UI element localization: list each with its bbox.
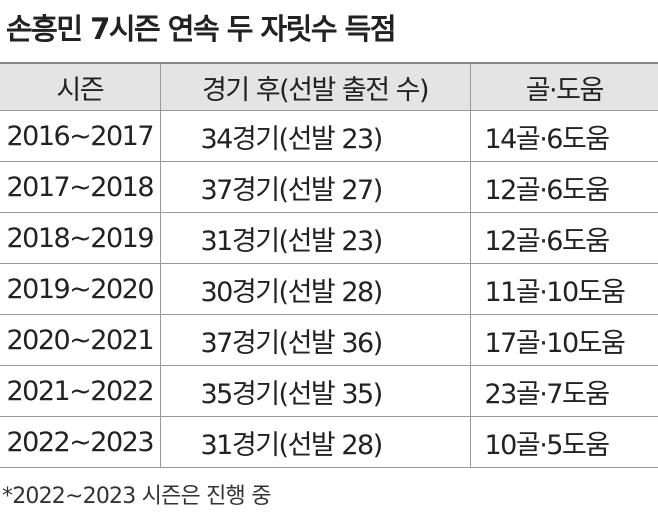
table-cell: 10골·5도움 [469, 416, 658, 468]
table-cell: 14골·6도움 [469, 110, 658, 162]
table-cell: 31경기(선발 28) [159, 416, 470, 468]
table-cell: 12골·6도움 [469, 212, 658, 264]
table-cell: 30경기(선발 28) [159, 263, 470, 315]
table-cell: 35경기(선발 35) [159, 365, 470, 417]
table-cell: 12골·6도움 [469, 161, 658, 213]
table-cell: 2017~2018 [0, 161, 160, 213]
header-cell: 경기 후(선발 출전 수) [159, 62, 470, 111]
table-cell: 37경기(선발 36) [159, 314, 470, 366]
table-cell: 2019~2020 [0, 263, 160, 315]
table-row: 2016~2017 34경기(선발 23) 14골·6도움 [0, 110, 658, 162]
footnote: *2022~2023 시즌은 진행 중 [2, 484, 271, 509]
table-row: 2019~2020 30경기(선발 28) 11골·10도움 [0, 263, 658, 315]
table-cell: 23골·7도움 [469, 365, 658, 417]
table-cell: 2018~2019 [0, 212, 160, 264]
header-cell: 골·도움 [469, 62, 658, 111]
table-cell: 34경기(선발 23) [159, 110, 470, 162]
table-cell: 37경기(선발 27) [159, 161, 470, 213]
stats-table: 시즌 경기 후(선발 출전 수) 골·도움 2016~2017 34경기(선발 23)… [0, 62, 658, 468]
header-row: 시즌 경기 후(선발 출전 수) 골·도움 [0, 62, 658, 111]
header-cell: 시즌 [0, 62, 160, 111]
table-cell: 2020~2021 [0, 314, 160, 366]
table-row: 2020~2021 37경기(선발 36) 17골·10도움 [0, 314, 658, 366]
title: 손흥민 7시즌 연속 두 자릿수 득점 [6, 12, 397, 46]
table-row: 2018~2019 31경기(선발 23) 12골·6도움 [0, 212, 658, 264]
table-cell: 2022~2023 [0, 416, 160, 468]
table-row: 2022~2023 31경기(선발 28) 10골·5도움 [0, 416, 658, 468]
table-cell: 2021~2022 [0, 365, 160, 417]
table-body: 2016~2017 34경기(선발 23) 14골·6도움 2017~2018 37경기… [0, 110, 658, 468]
table-row: 2017~2018 37경기(선발 27) 12골·6도움 [0, 161, 658, 213]
table-cell: 2016~2017 [0, 110, 160, 162]
table-cell: 31경기(선발 23) [159, 212, 470, 264]
table-cell: 11골·10도움 [469, 263, 658, 315]
table-cell: 17골·10도움 [469, 314, 658, 366]
table-row: 2021~2022 35경기(선발 35) 23골·7도움 [0, 365, 658, 417]
